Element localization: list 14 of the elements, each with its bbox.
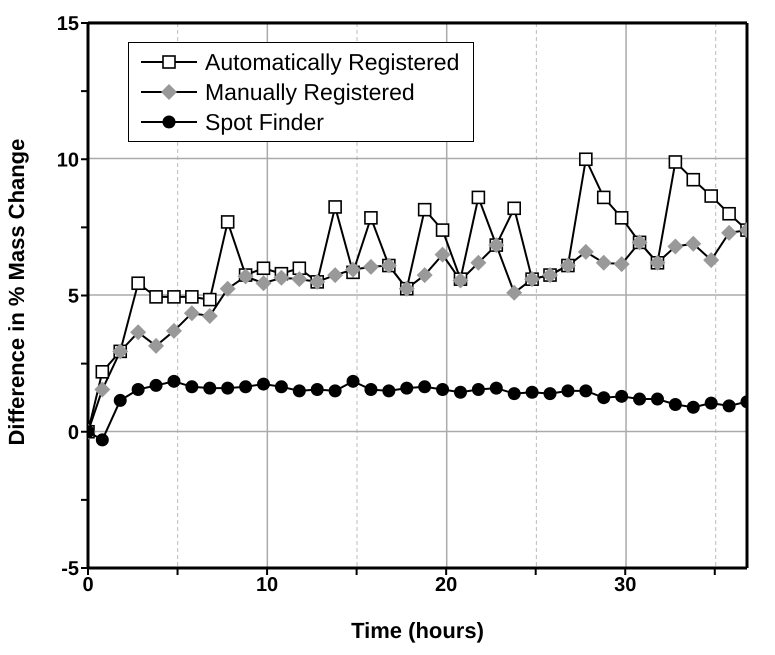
x-tick-label: 30 (614, 574, 636, 596)
y-tick-label: 15 (56, 13, 79, 36)
y-tick-label: 10 (56, 149, 79, 172)
x-tick-label: 10 (256, 574, 278, 596)
legend-label: Manually Registered (205, 78, 415, 106)
y-tick-label: 5 (68, 286, 79, 308)
x-tick-label: 20 (435, 574, 458, 596)
y-tick-label: 0 (68, 422, 79, 444)
x-axis-title: Time (hours) (351, 618, 484, 643)
x-tick-label: 0 (82, 574, 94, 596)
y-axis-title: Difference in % Mass Change (4, 138, 29, 446)
legend-label: Spot Finder (205, 108, 324, 136)
legend-label: Automatically Registered (205, 48, 460, 76)
y-tick-label: -5 (61, 558, 79, 580)
